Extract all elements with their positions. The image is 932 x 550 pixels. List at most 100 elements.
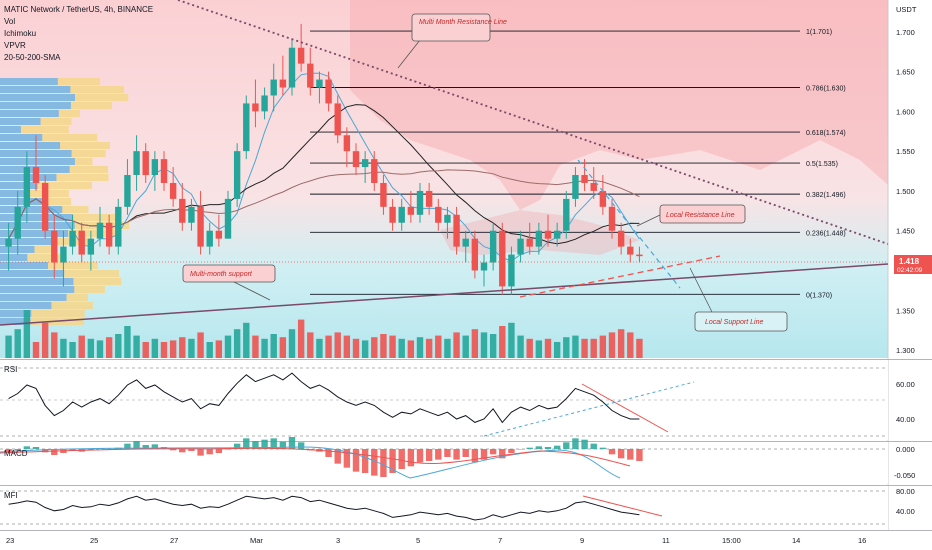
macd-signal-line	[0, 447, 631, 467]
price-tick-label: 1.600	[896, 107, 915, 116]
price-axis-ticks: 1.700 1.650 1.600 1.550 1.500 1.450 1.350 1.300	[896, 28, 915, 355]
candle-body	[206, 230, 213, 247]
fib-label: 0.382(1.496)	[806, 192, 846, 199]
volume-bar	[5, 335, 12, 358]
indicator-legend-item[interactable]: VPVR	[4, 41, 26, 50]
candle-body	[599, 190, 607, 207]
macd-hist-bar	[581, 439, 588, 449]
local-support-line	[519, 255, 721, 298]
volume-bar	[334, 332, 341, 358]
candle-body	[636, 254, 643, 257]
sma-200-line	[8, 169, 640, 239]
candle-body	[380, 182, 387, 207]
volume-bar	[69, 342, 76, 358]
volume-bar	[517, 335, 524, 358]
volume-bar	[23, 310, 31, 358]
volume-bar	[115, 334, 122, 358]
indicator-legend-item[interactable]: Vol	[4, 17, 15, 26]
macd-hist-bar	[188, 449, 195, 451]
vpvr-bar-up	[0, 302, 52, 309]
volume-bar	[124, 326, 131, 358]
macd-hist-bar	[69, 449, 76, 451]
volume-bar	[444, 338, 451, 358]
macd-hist-bar	[261, 439, 268, 449]
vpvr-bar-up	[0, 142, 61, 149]
macd-hist-bar	[51, 449, 58, 455]
price-scale-background	[888, 0, 932, 550]
mfi-pane-background	[0, 486, 888, 530]
macd-hist-bar	[270, 438, 277, 449]
macd-hist-bar	[14, 449, 21, 451]
candle-body	[435, 206, 442, 223]
volume-bar	[41, 322, 49, 358]
candle-body	[544, 230, 552, 239]
macd-hist-bar	[471, 449, 479, 463]
macd-tick-0: 0.000	[896, 445, 915, 454]
candle-body	[563, 198, 570, 231]
volume-bar	[32, 342, 40, 358]
macd-hist-bar	[215, 449, 223, 453]
candle-body	[96, 222, 104, 239]
candle-body	[316, 79, 323, 88]
macd-hist-bar	[553, 445, 561, 449]
macd-hist-bar	[572, 438, 579, 449]
macd-hist-bar	[243, 438, 250, 449]
callout-local-support[interactable]: Local Support Line	[689, 267, 788, 332]
last-price-badge: 1.418 02:42:09	[894, 255, 932, 274]
indicator-legend-item[interactable]: 20-50-200-SMA	[4, 53, 61, 62]
macd-hist-bar	[617, 449, 625, 459]
candle-body	[69, 230, 76, 247]
volume-bar	[206, 342, 213, 358]
volume-bar	[435, 335, 442, 358]
candle-body	[480, 262, 488, 271]
candle-body	[41, 182, 49, 231]
vpvr-bar-up	[0, 294, 67, 301]
macd-hist-bar	[133, 441, 140, 449]
macd-hist-bar	[407, 449, 415, 467]
time-tick-label: 3	[336, 536, 340, 545]
time-tick-label: Mar	[250, 536, 263, 545]
fib-label: 0.618(1.574)	[806, 130, 846, 137]
vpvr-bar-total	[0, 262, 98, 269]
callout-multi-month-resistance[interactable]: Multi Month Resistance Line	[397, 13, 507, 69]
price-tick-label: 1.450	[896, 227, 915, 236]
callout-multi-month-support[interactable]: Multi-month support	[182, 264, 276, 301]
vpvr-bar-up	[0, 94, 75, 101]
price-tick-label: 1.500	[896, 187, 915, 196]
callout-local-resistance-text: Local Resistance Line	[666, 212, 735, 219]
candle-body	[188, 206, 195, 223]
time-axis-background	[0, 530, 932, 550]
macd-hist-bar	[526, 447, 533, 449]
macd-hist-bar	[590, 443, 597, 449]
volume-bar	[288, 329, 296, 358]
callout-local-resistance[interactable]: Local Resistance Line	[636, 204, 746, 227]
macd-hist-bar	[599, 447, 607, 449]
macd-hist-bar	[462, 449, 469, 457]
candle-body	[5, 238, 12, 247]
macd-hist-bar	[151, 444, 159, 449]
macd-tick-neg: -0.050	[894, 471, 915, 480]
ichimoku-cloud-upper	[350, 0, 888, 210]
candle-body	[279, 79, 287, 88]
time-tick-label: 25	[90, 536, 98, 545]
indicator-legend-item[interactable]: Ichimoku	[4, 29, 36, 38]
volume-bar	[608, 332, 616, 358]
fib-label: 0.236(1.448)	[806, 230, 846, 237]
vpvr-bar-up	[0, 190, 25, 197]
callout-multi-month-resistance-text: Multi Month Resistance Line	[419, 19, 507, 26]
candle-body	[553, 230, 561, 239]
callout-local-support-text: Local Support Line	[705, 319, 763, 326]
volume-bar	[627, 332, 634, 358]
rsi-trend-up	[483, 381, 695, 437]
time-tick-label: 5	[416, 536, 420, 545]
candle-body	[517, 238, 524, 255]
volume-bar	[499, 326, 506, 358]
volume-bar	[279, 337, 287, 358]
time-tick-label: 7	[498, 536, 502, 545]
macd-hist-bar	[179, 449, 186, 453]
candle-body	[617, 230, 625, 247]
candle-body	[32, 167, 40, 183]
volume-bar	[480, 332, 488, 358]
